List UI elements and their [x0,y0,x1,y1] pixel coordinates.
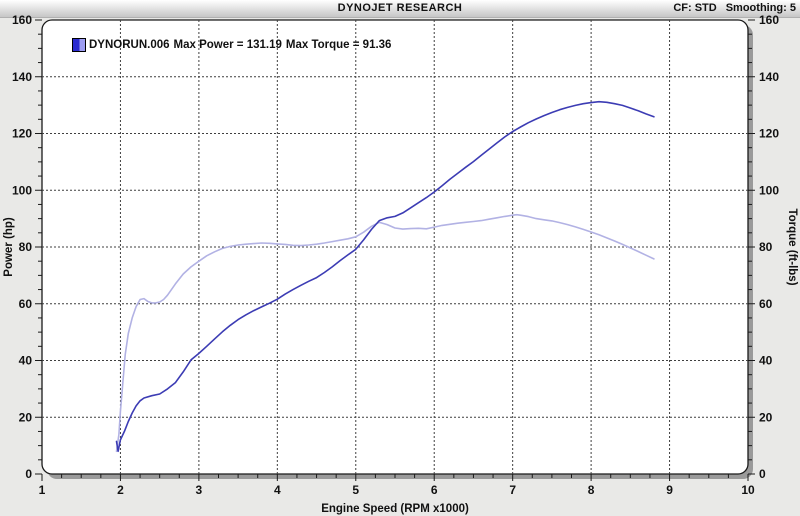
smoothing-label: Smoothing: 5 [725,2,796,14]
y-tick-label-left: 0 [25,467,32,481]
y-tick-label-right: 20 [759,410,773,424]
chart-legend: DYNORUN.006 Max Power = 131.19 Max Torque … [72,38,395,52]
y-tick-label-right: 120 [759,127,779,141]
y-tick-label-right: 80 [759,240,773,254]
x-tick-label: 6 [431,483,438,497]
x-tick-label: 3 [196,483,203,497]
x-tick-label: 1 [39,483,46,497]
power-curve [115,100,655,453]
run-color-swatch [72,38,86,52]
run-settings: CF: STD Smoothing: 5 [664,2,796,14]
legend-text: DYNORUN.006 Max Power = 131.19 Max Torque … [89,39,395,51]
y-tick-label-left: 20 [19,410,33,424]
x-tick-label: 5 [352,483,359,497]
x-axis-title: Engine Speed (RPM x1000) [321,503,469,515]
y-tick-label-right: 40 [759,354,773,368]
title-bar: DYNOJET RESEARCH CF: STD Smoothing: 5 [0,0,800,18]
x-tick-label: 2 [117,483,124,497]
correction-factor-label: CF: STD [673,2,717,14]
y-tick-label-left: 40 [19,354,33,368]
y-tick-label-left: 100 [12,183,32,197]
run-name: DYNORUN.006 [89,39,170,51]
y-tick-label-right: 160 [759,13,779,27]
y-tick-label-right: 0 [759,467,766,481]
left-axis-title: Power (hp) [3,217,15,277]
y-tick-label-right: 140 [759,70,779,84]
x-tick-label: 7 [509,483,516,497]
right-axis-title: Torque (ft-lbs) [786,208,798,285]
x-tick-label: 10 [741,483,755,497]
x-tick-label: 8 [588,483,595,497]
y-tick-label-left: 140 [12,70,32,84]
y-tick-label-right: 60 [759,297,773,311]
max-torque-value: Max Torque = 91.36 [285,39,392,51]
torque-curve [115,213,655,453]
y-tick-label-left: 60 [19,297,33,311]
x-tick-label: 9 [666,483,673,497]
app-title: DYNOJET RESEARCH [337,2,463,14]
x-tick-label: 4 [274,483,281,497]
y-tick-label-left: 160 [12,13,32,27]
y-tick-label-left: 80 [19,240,33,254]
max-power-value: Max Power = 131.19 [173,39,282,51]
y-tick-label-right: 100 [759,183,779,197]
y-tick-label-left: 120 [12,127,32,141]
